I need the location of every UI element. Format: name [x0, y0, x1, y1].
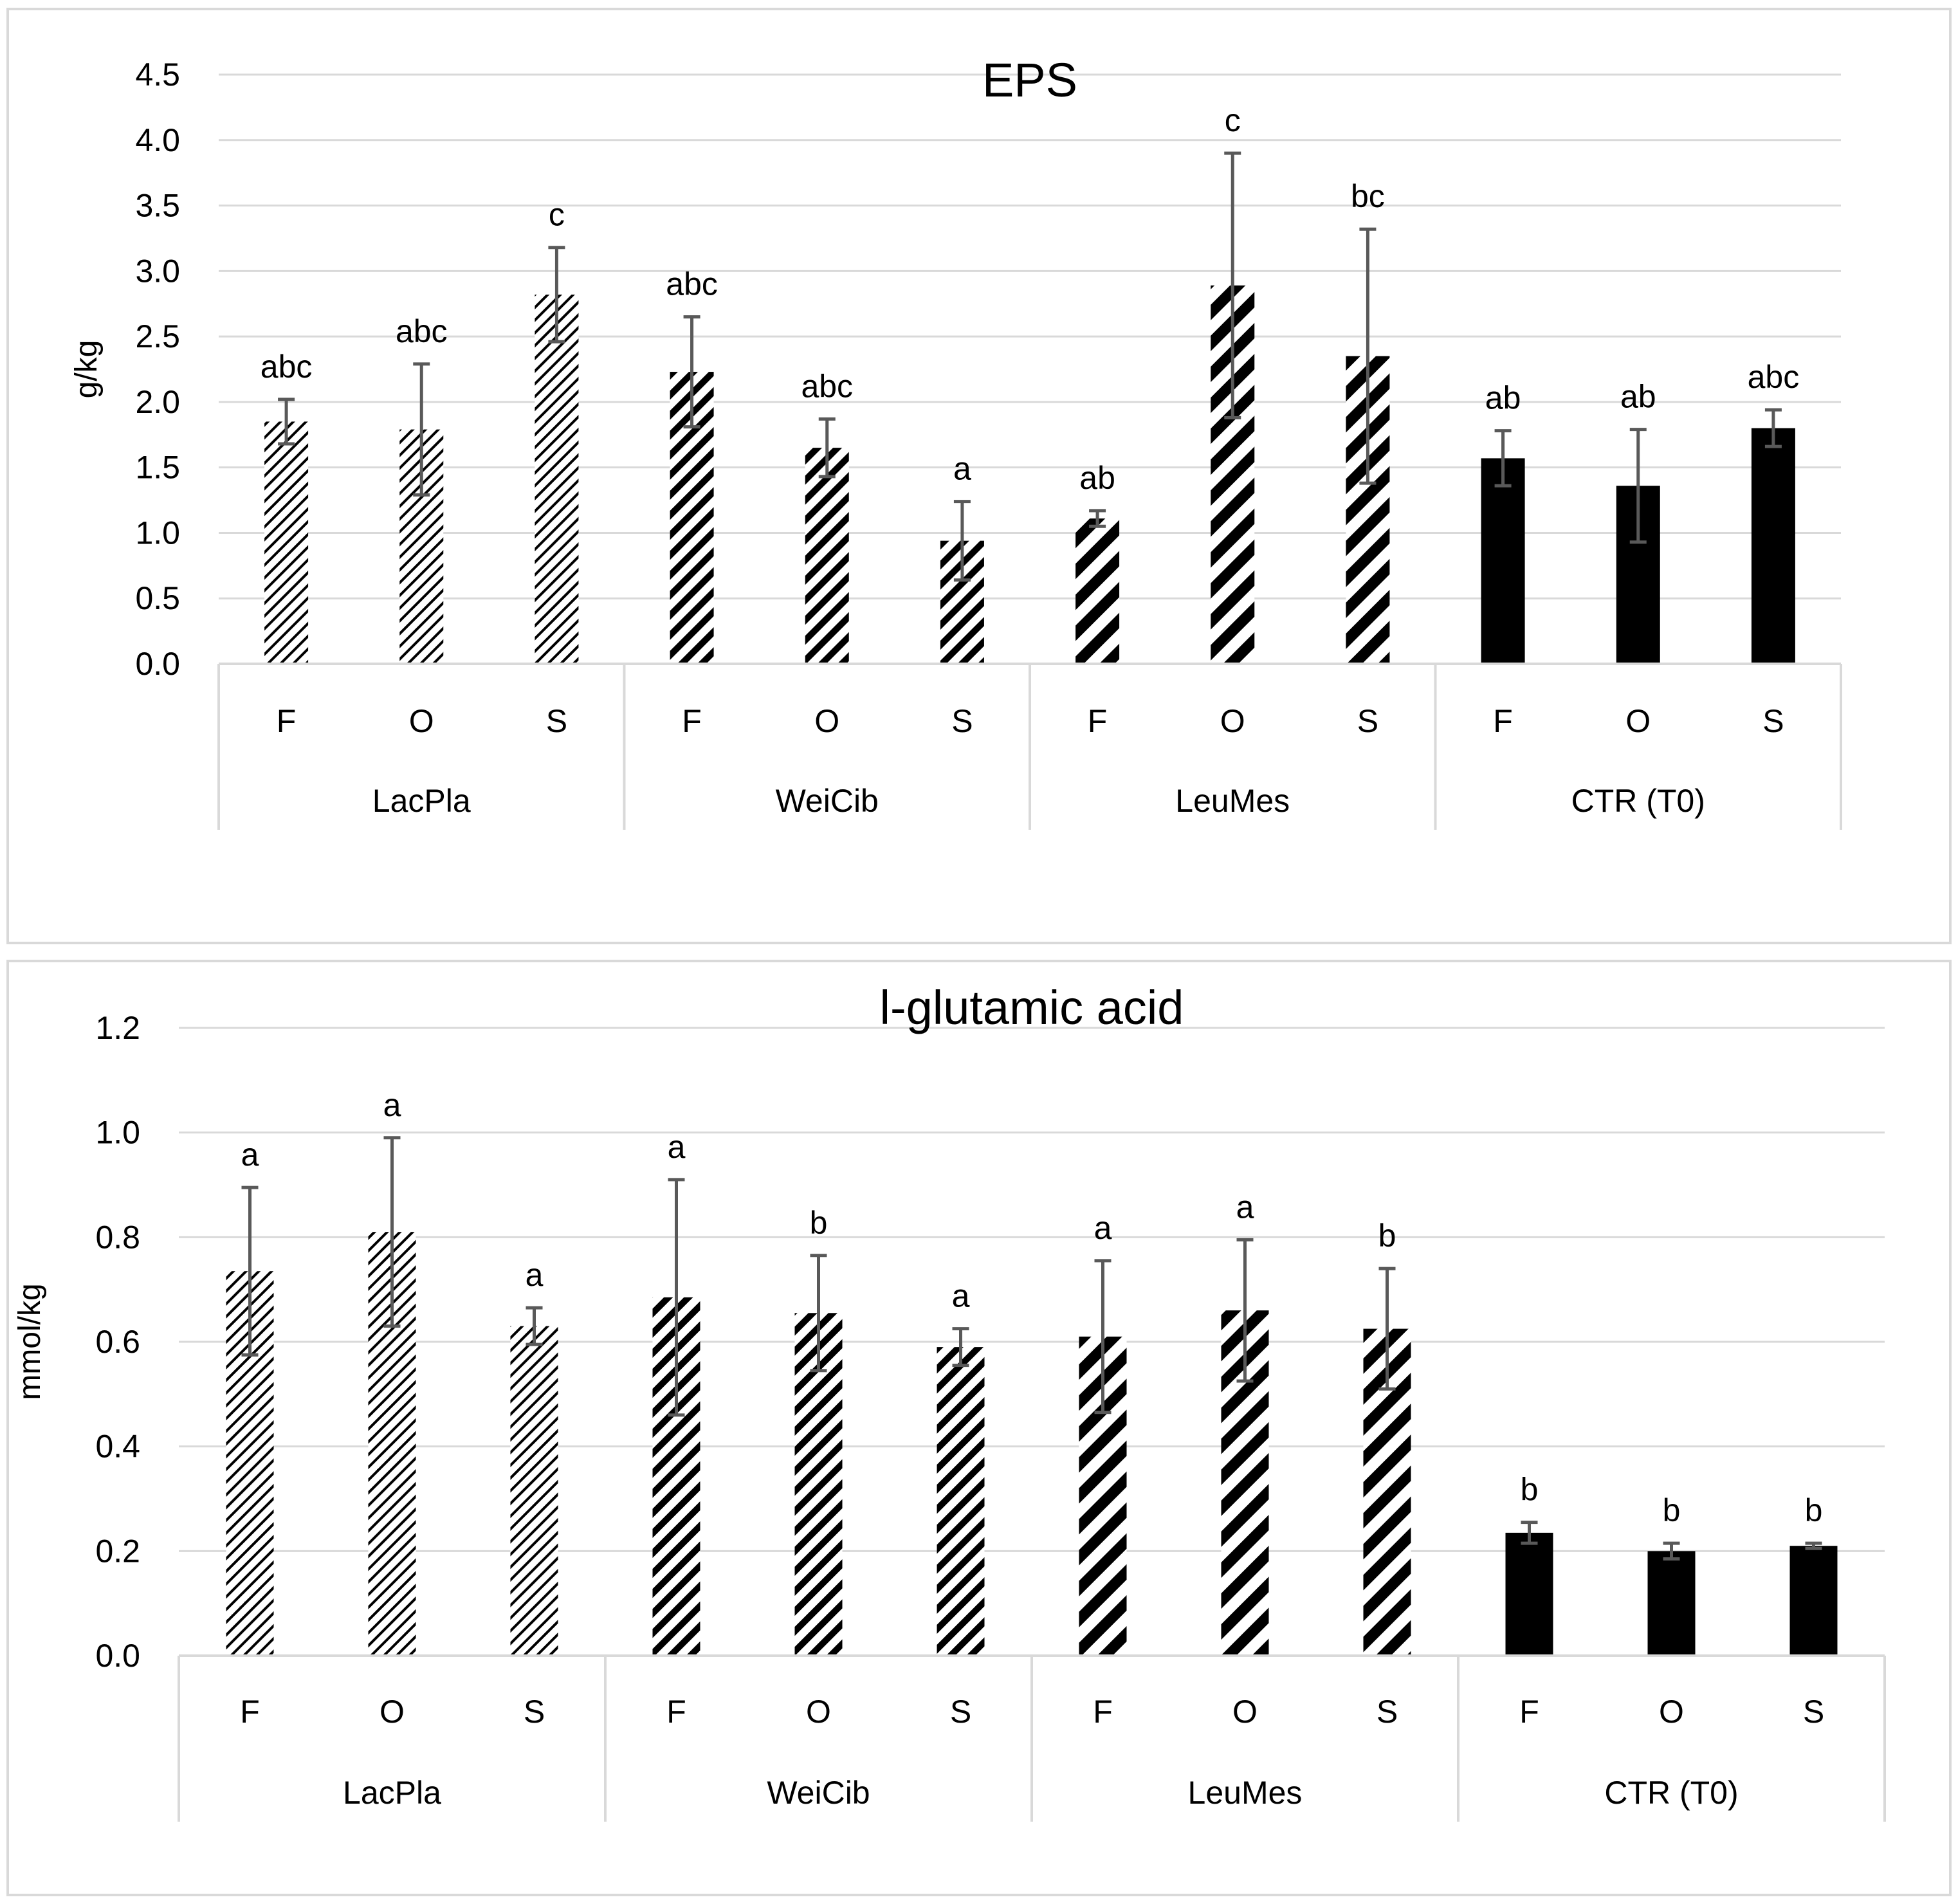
x-group-label: CTR (T0)	[1604, 1775, 1738, 1811]
y-tick-label: 1.0	[95, 1115, 140, 1151]
x-category-label: S	[1762, 703, 1784, 739]
bar	[1505, 1532, 1553, 1656]
significance-label: a	[1236, 1189, 1254, 1225]
y-tick-label: 1.5	[135, 450, 180, 486]
y-axis-label: g/kg	[69, 340, 104, 399]
bar	[535, 294, 579, 664]
y-tick-label: 0.0	[95, 1638, 140, 1674]
x-category-label: S	[1357, 703, 1378, 739]
significance-label: a	[383, 1087, 401, 1123]
significance-label: b	[1378, 1218, 1396, 1254]
x-category-label: S	[950, 1694, 971, 1730]
x-category-label: O	[806, 1694, 831, 1730]
significance-label: abc	[261, 349, 313, 385]
y-tick-label: 0.2	[95, 1533, 140, 1569]
x-category-label: F	[240, 1694, 260, 1730]
y-tick-label: 4.0	[135, 122, 180, 158]
y-tick-label: 1.2	[95, 1010, 140, 1046]
significance-label: bc	[1351, 178, 1385, 214]
significance-label: abc	[801, 368, 853, 404]
significance-label: a	[953, 451, 971, 487]
y-tick-label: 0.8	[95, 1219, 140, 1255]
x-category-label: O	[380, 1694, 405, 1730]
significance-label: a	[241, 1137, 259, 1173]
x-group-label: WeiCib	[767, 1775, 870, 1811]
y-tick-label: 3.0	[135, 253, 180, 289]
x-category-label: S	[1803, 1694, 1824, 1730]
significance-label: b	[1521, 1472, 1539, 1508]
x-group-label: WeiCib	[776, 783, 879, 819]
x-group-label: LacPla	[372, 783, 471, 819]
x-category-label: F	[1493, 703, 1513, 739]
bar	[510, 1326, 558, 1656]
x-category-label: F	[666, 1694, 686, 1730]
x-category-label: F	[1519, 1694, 1539, 1730]
x-category-label: O	[409, 703, 434, 739]
significance-label: a	[668, 1129, 686, 1165]
significance-label: c	[549, 197, 565, 233]
y-tick-label: 0.6	[95, 1324, 140, 1360]
y-tick-label: 2.0	[135, 384, 180, 420]
significance-label: a	[952, 1278, 970, 1314]
x-group-label: LeuMes	[1188, 1775, 1303, 1811]
bar	[1481, 458, 1525, 664]
bar	[264, 421, 309, 664]
significance-label: ab	[1620, 379, 1656, 415]
significance-label: ab	[1485, 380, 1521, 416]
y-tick-label: 1.0	[135, 515, 180, 551]
x-group-label: LacPla	[343, 1775, 441, 1811]
significance-label: a	[1094, 1210, 1112, 1246]
significance-label: ab	[1079, 460, 1115, 496]
x-category-label: O	[814, 703, 839, 739]
x-category-label: F	[277, 703, 297, 739]
glutamic-panel-frame	[6, 960, 1952, 1896]
significance-label: b	[810, 1205, 828, 1241]
x-category-label: S	[524, 1694, 545, 1730]
y-tick-label: 4.5	[135, 57, 180, 93]
y-tick-label: 0.5	[135, 580, 180, 616]
x-category-label: F	[682, 703, 702, 739]
y-tick-label: 2.5	[135, 318, 180, 354]
bar	[805, 448, 849, 664]
bar	[1075, 518, 1120, 664]
x-group-label: CTR (T0)	[1571, 783, 1705, 819]
x-category-label: O	[1625, 703, 1651, 739]
y-axis-label: mmol/kg	[13, 1283, 47, 1400]
significance-label: b	[1805, 1492, 1823, 1528]
chart-title: EPS	[982, 53, 1077, 107]
y-tick-label: 0.0	[135, 646, 180, 682]
significance-label: abc	[1748, 359, 1800, 395]
significance-label: abc	[666, 266, 718, 302]
x-category-label: O	[1220, 703, 1245, 739]
significance-label: c	[1225, 102, 1241, 138]
bar	[1751, 428, 1795, 664]
x-category-label: S	[951, 703, 973, 739]
bar	[937, 1347, 985, 1656]
x-category-label: S	[1377, 1694, 1398, 1730]
x-category-label: F	[1093, 1694, 1113, 1730]
significance-label: abc	[396, 313, 448, 349]
chart-title: l-glutamic acid	[880, 981, 1184, 1034]
y-tick-label: 0.4	[95, 1429, 140, 1465]
x-category-label: O	[1232, 1694, 1258, 1730]
significance-label: b	[1663, 1492, 1681, 1528]
x-group-label: LeuMes	[1175, 783, 1290, 819]
x-category-label: O	[1659, 1694, 1684, 1730]
glutamic-acid-chart: 0.0 0.2 0.4 0.6 0.8 1.0 1.2 l-glutamic acid mmol…	[13, 981, 1886, 1822]
eps-panel-frame	[6, 8, 1952, 944]
significance-label: a	[526, 1257, 544, 1293]
x-category-label: S	[546, 703, 567, 739]
x-category-label: F	[1088, 703, 1108, 739]
bar	[1647, 1551, 1696, 1656]
bar	[1789, 1546, 1838, 1656]
y-tick-label: 3.5	[135, 188, 180, 224]
